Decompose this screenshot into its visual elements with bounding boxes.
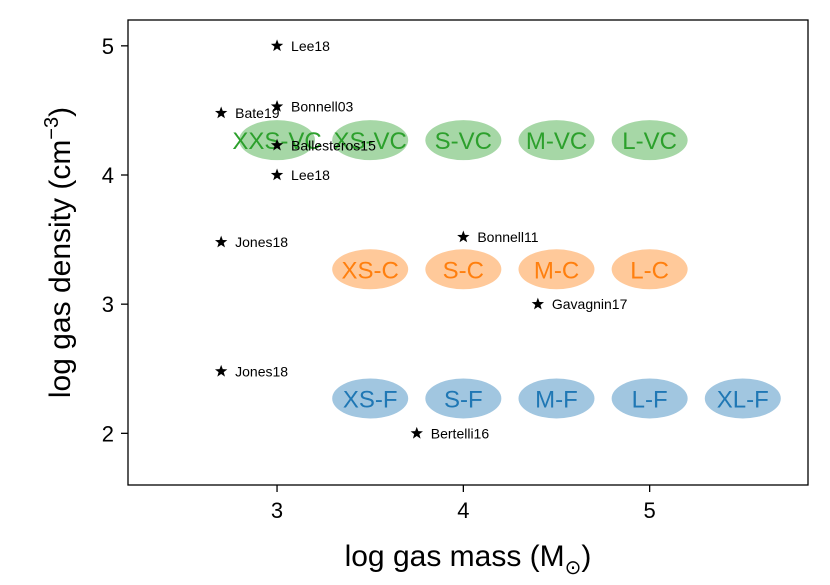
x-tick-label: 4: [457, 498, 469, 523]
star-marker-jones18-5: [214, 235, 228, 248]
point-label-bertelli16-9: Bertelli16: [431, 425, 490, 441]
region-ellipse-s-c: [425, 249, 502, 290]
y-axis-label-close: ): [44, 107, 77, 117]
region-label-xs-vc: XS-VC: [334, 128, 407, 155]
star-marker-lee18-4: [270, 168, 284, 181]
region-ellipse-l-f: [611, 378, 688, 419]
point-label-lee18-0: Lee18: [291, 38, 330, 54]
point-label-bonnell11-6: Bonnell11: [477, 229, 538, 245]
point-label-jones18-5: Jones18: [235, 234, 288, 250]
region-ellipse-s-vc: [425, 120, 502, 161]
point-label-lee18-4: Lee18: [291, 167, 330, 183]
region-ellipse-xs-c: [332, 249, 409, 290]
region-ellipse-s-f: [425, 378, 502, 419]
region-ellipse-xs-f: [332, 378, 409, 419]
point-label-gavagnin17-7: Gavagnin17: [552, 296, 628, 312]
y-axis-label-sup: −3: [41, 117, 63, 140]
y-tick-label: 5: [102, 34, 114, 59]
y-ticks: 2 3 4 5: [102, 34, 128, 446]
star-marker-jones18-8: [214, 364, 228, 377]
star-marker-lee18-0: [270, 39, 284, 52]
x-tick-label: 5: [644, 498, 656, 523]
x-tick-label: 3: [271, 498, 283, 523]
point-label-bonnell03-1: Bonnell03: [291, 99, 353, 115]
points-layer: Lee18 Bonnell03 Bate19 Ballesteros15 Lee18 Jo…: [214, 38, 628, 441]
y-axis-label: log gas density (cm−3): [41, 107, 77, 398]
region-label-xl-f: XL-F: [717, 386, 769, 413]
region-ellipse-xl-f: [704, 378, 781, 419]
region-label-xs-c: XS-C: [342, 257, 399, 284]
star-marker-bonnell11-6: [457, 230, 470, 243]
star-marker-gavagnin17-7: [531, 297, 545, 310]
point-label-ballesteros15-3: Ballesteros15: [291, 137, 376, 153]
x-axis-label-main: log gas mass (M: [345, 540, 565, 573]
region-ellipse-m-c: [518, 249, 595, 290]
region-ellipse-xs-vc: [332, 120, 409, 161]
region-ellipse-m-f: [518, 378, 595, 419]
region-label-s-f: S-F: [444, 386, 483, 413]
point-label-jones18-8: Jones18: [235, 363, 288, 379]
y-tick-label: 3: [102, 292, 114, 317]
x-axis-label-sub: ⊙: [565, 557, 582, 579]
region-ellipse-l-vc: [611, 120, 688, 161]
star-marker-bate19-2: [214, 106, 228, 119]
plot-frame: [127, 19, 809, 486]
star-marker-bertelli16-9: [410, 426, 423, 439]
region-label-l-vc: L-VC: [622, 128, 677, 155]
region-label-l-c: L-C: [630, 257, 669, 284]
point-label-bate19-2: Bate19: [235, 105, 280, 121]
region-ellipse-l-c: [611, 249, 688, 290]
region-label-m-c: M-C: [534, 257, 579, 284]
region-label-m-f: M-F: [535, 386, 578, 413]
region-label-l-f: L-F: [632, 386, 668, 413]
region-label-m-vc: M-VC: [526, 128, 587, 155]
regions-layer: XXS-VCXS-VCS-VCM-VCL-VCXS-CS-CM-CL-CXS-F…: [232, 120, 781, 419]
x-axis-label: log gas mass (M⊙): [345, 540, 592, 579]
star-marker-bonnell03-1: [270, 100, 284, 112]
y-tick-label: 4: [102, 163, 114, 188]
region-ellipse-m-vc: [518, 120, 595, 161]
x-axis-label-close: ): [581, 540, 591, 573]
x-ticks: 3 4 5: [271, 485, 656, 523]
y-axis-label-main: log gas density (cm: [44, 140, 77, 398]
region-label-s-c: S-C: [443, 257, 484, 284]
star-marker-ballesteros15-3: [270, 138, 284, 151]
y-tick-label: 2: [102, 421, 114, 446]
region-label-s-vc: S-VC: [435, 128, 492, 155]
region-label-xs-f: XS-F: [343, 386, 398, 413]
